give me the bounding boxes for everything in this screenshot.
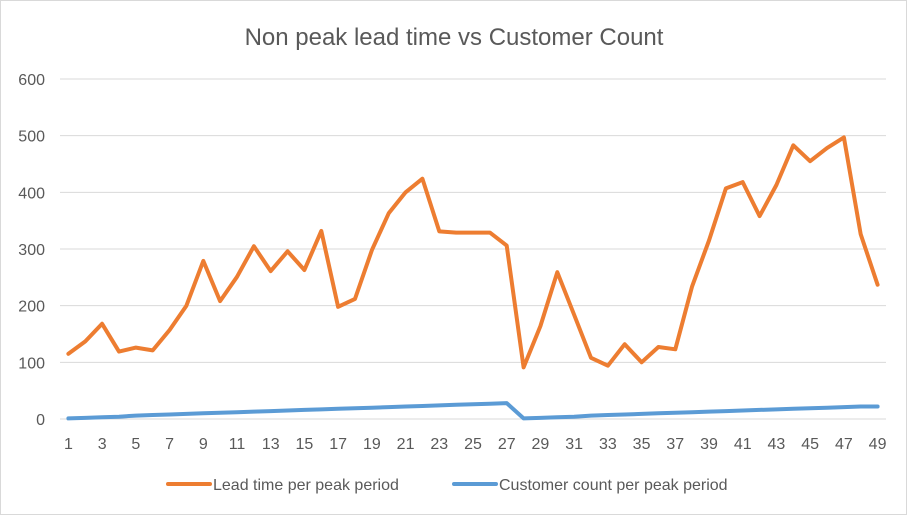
x-tick-label: 31	[565, 436, 583, 453]
x-tick-label: 23	[430, 436, 448, 453]
x-tick-label: 17	[329, 436, 347, 453]
series-lines	[66, 135, 880, 421]
x-tick-label: 47	[835, 436, 853, 453]
y-tick-label: 0	[36, 412, 45, 429]
x-tick-label: 7	[165, 436, 174, 453]
y-tick-label: 100	[18, 355, 45, 372]
x-axis: 1 3 5 7 9 11 13 15 17 19 21 23 25 27 29 31 33 35 37 39 41 43 4…	[64, 436, 887, 453]
legend: Lead time per peak period Customer count …	[166, 477, 728, 494]
x-tick-label: 35	[633, 436, 651, 453]
y-tick-label: 200	[18, 299, 45, 316]
x-tick-label: 45	[801, 436, 819, 453]
x-tick-label: 3	[98, 436, 107, 453]
x-tick-label: 37	[666, 436, 684, 453]
legend-entry: Customer count per peak period	[452, 477, 728, 494]
x-tick-label: 15	[296, 436, 314, 453]
series-line-1	[66, 401, 880, 421]
x-tick-label: 5	[131, 436, 140, 453]
y-tick-label: 600	[18, 72, 45, 89]
x-tick-label: 33	[599, 436, 617, 453]
series-line-0	[66, 135, 880, 370]
x-tick-label: 25	[464, 436, 482, 453]
y-tick-label: 400	[18, 185, 45, 202]
x-tick-label: 27	[498, 436, 516, 453]
x-tick-label: 49	[869, 436, 887, 453]
legend-label: Customer count per peak period	[499, 477, 728, 494]
x-tick-label: 41	[734, 436, 752, 453]
chart-title: Non peak lead time vs Customer Count	[245, 24, 664, 51]
x-tick-label: 1	[64, 436, 73, 453]
x-tick-label: 21	[397, 436, 415, 453]
x-tick-label: 43	[768, 436, 786, 453]
legend-entry: Lead time per peak period	[166, 477, 399, 494]
x-tick-label: 9	[199, 436, 208, 453]
x-tick-label: 19	[363, 436, 381, 453]
y-axis: 0 100 200 300 400 500 600	[18, 72, 45, 429]
x-tick-label: 11	[229, 436, 246, 453]
gridlines	[60, 78, 886, 420]
x-tick-label: 29	[532, 436, 550, 453]
y-tick-label: 500	[18, 129, 45, 146]
y-tick-label: 300	[18, 242, 45, 259]
x-tick-label: 13	[262, 436, 280, 453]
x-tick-label: 39	[700, 436, 718, 453]
legend-label: Lead time per peak period	[213, 477, 399, 494]
